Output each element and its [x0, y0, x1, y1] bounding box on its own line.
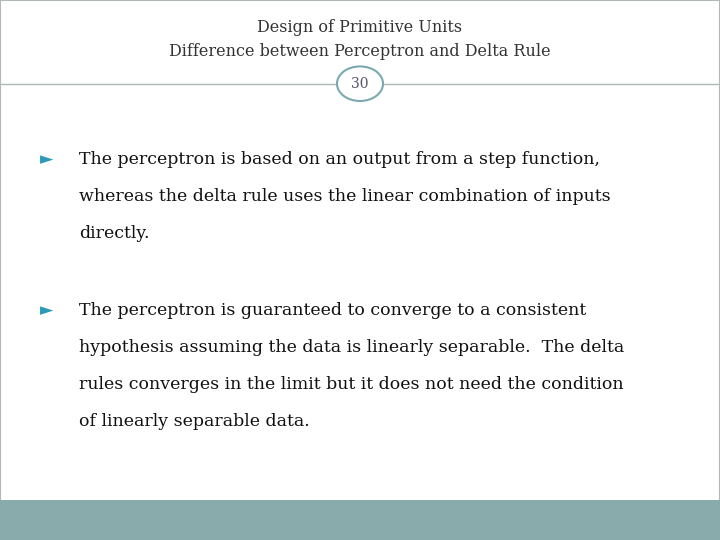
- Text: directly.: directly.: [79, 225, 150, 241]
- Text: ►: ►: [40, 302, 53, 319]
- Text: whereas the delta rule uses the linear combination of inputs: whereas the delta rule uses the linear c…: [79, 188, 611, 205]
- Text: rules converges in the limit but it does not need the condition: rules converges in the limit but it does…: [79, 376, 624, 393]
- Text: 30: 30: [351, 77, 369, 91]
- Text: Design of Primitive Units
Difference between Perceptron and Delta Rule: Design of Primitive Units Difference bet…: [169, 19, 551, 60]
- Text: hypothesis assuming the data is linearly separable.  The delta: hypothesis assuming the data is linearly…: [79, 339, 624, 356]
- FancyBboxPatch shape: [0, 500, 720, 540]
- Text: ►: ►: [40, 151, 53, 168]
- Text: of linearly separable data.: of linearly separable data.: [79, 413, 310, 429]
- Text: The perceptron is guaranteed to converge to a consistent: The perceptron is guaranteed to converge…: [79, 302, 587, 319]
- Text: The perceptron is based on an output from a step function,: The perceptron is based on an output fro…: [79, 151, 600, 168]
- Circle shape: [337, 66, 383, 101]
